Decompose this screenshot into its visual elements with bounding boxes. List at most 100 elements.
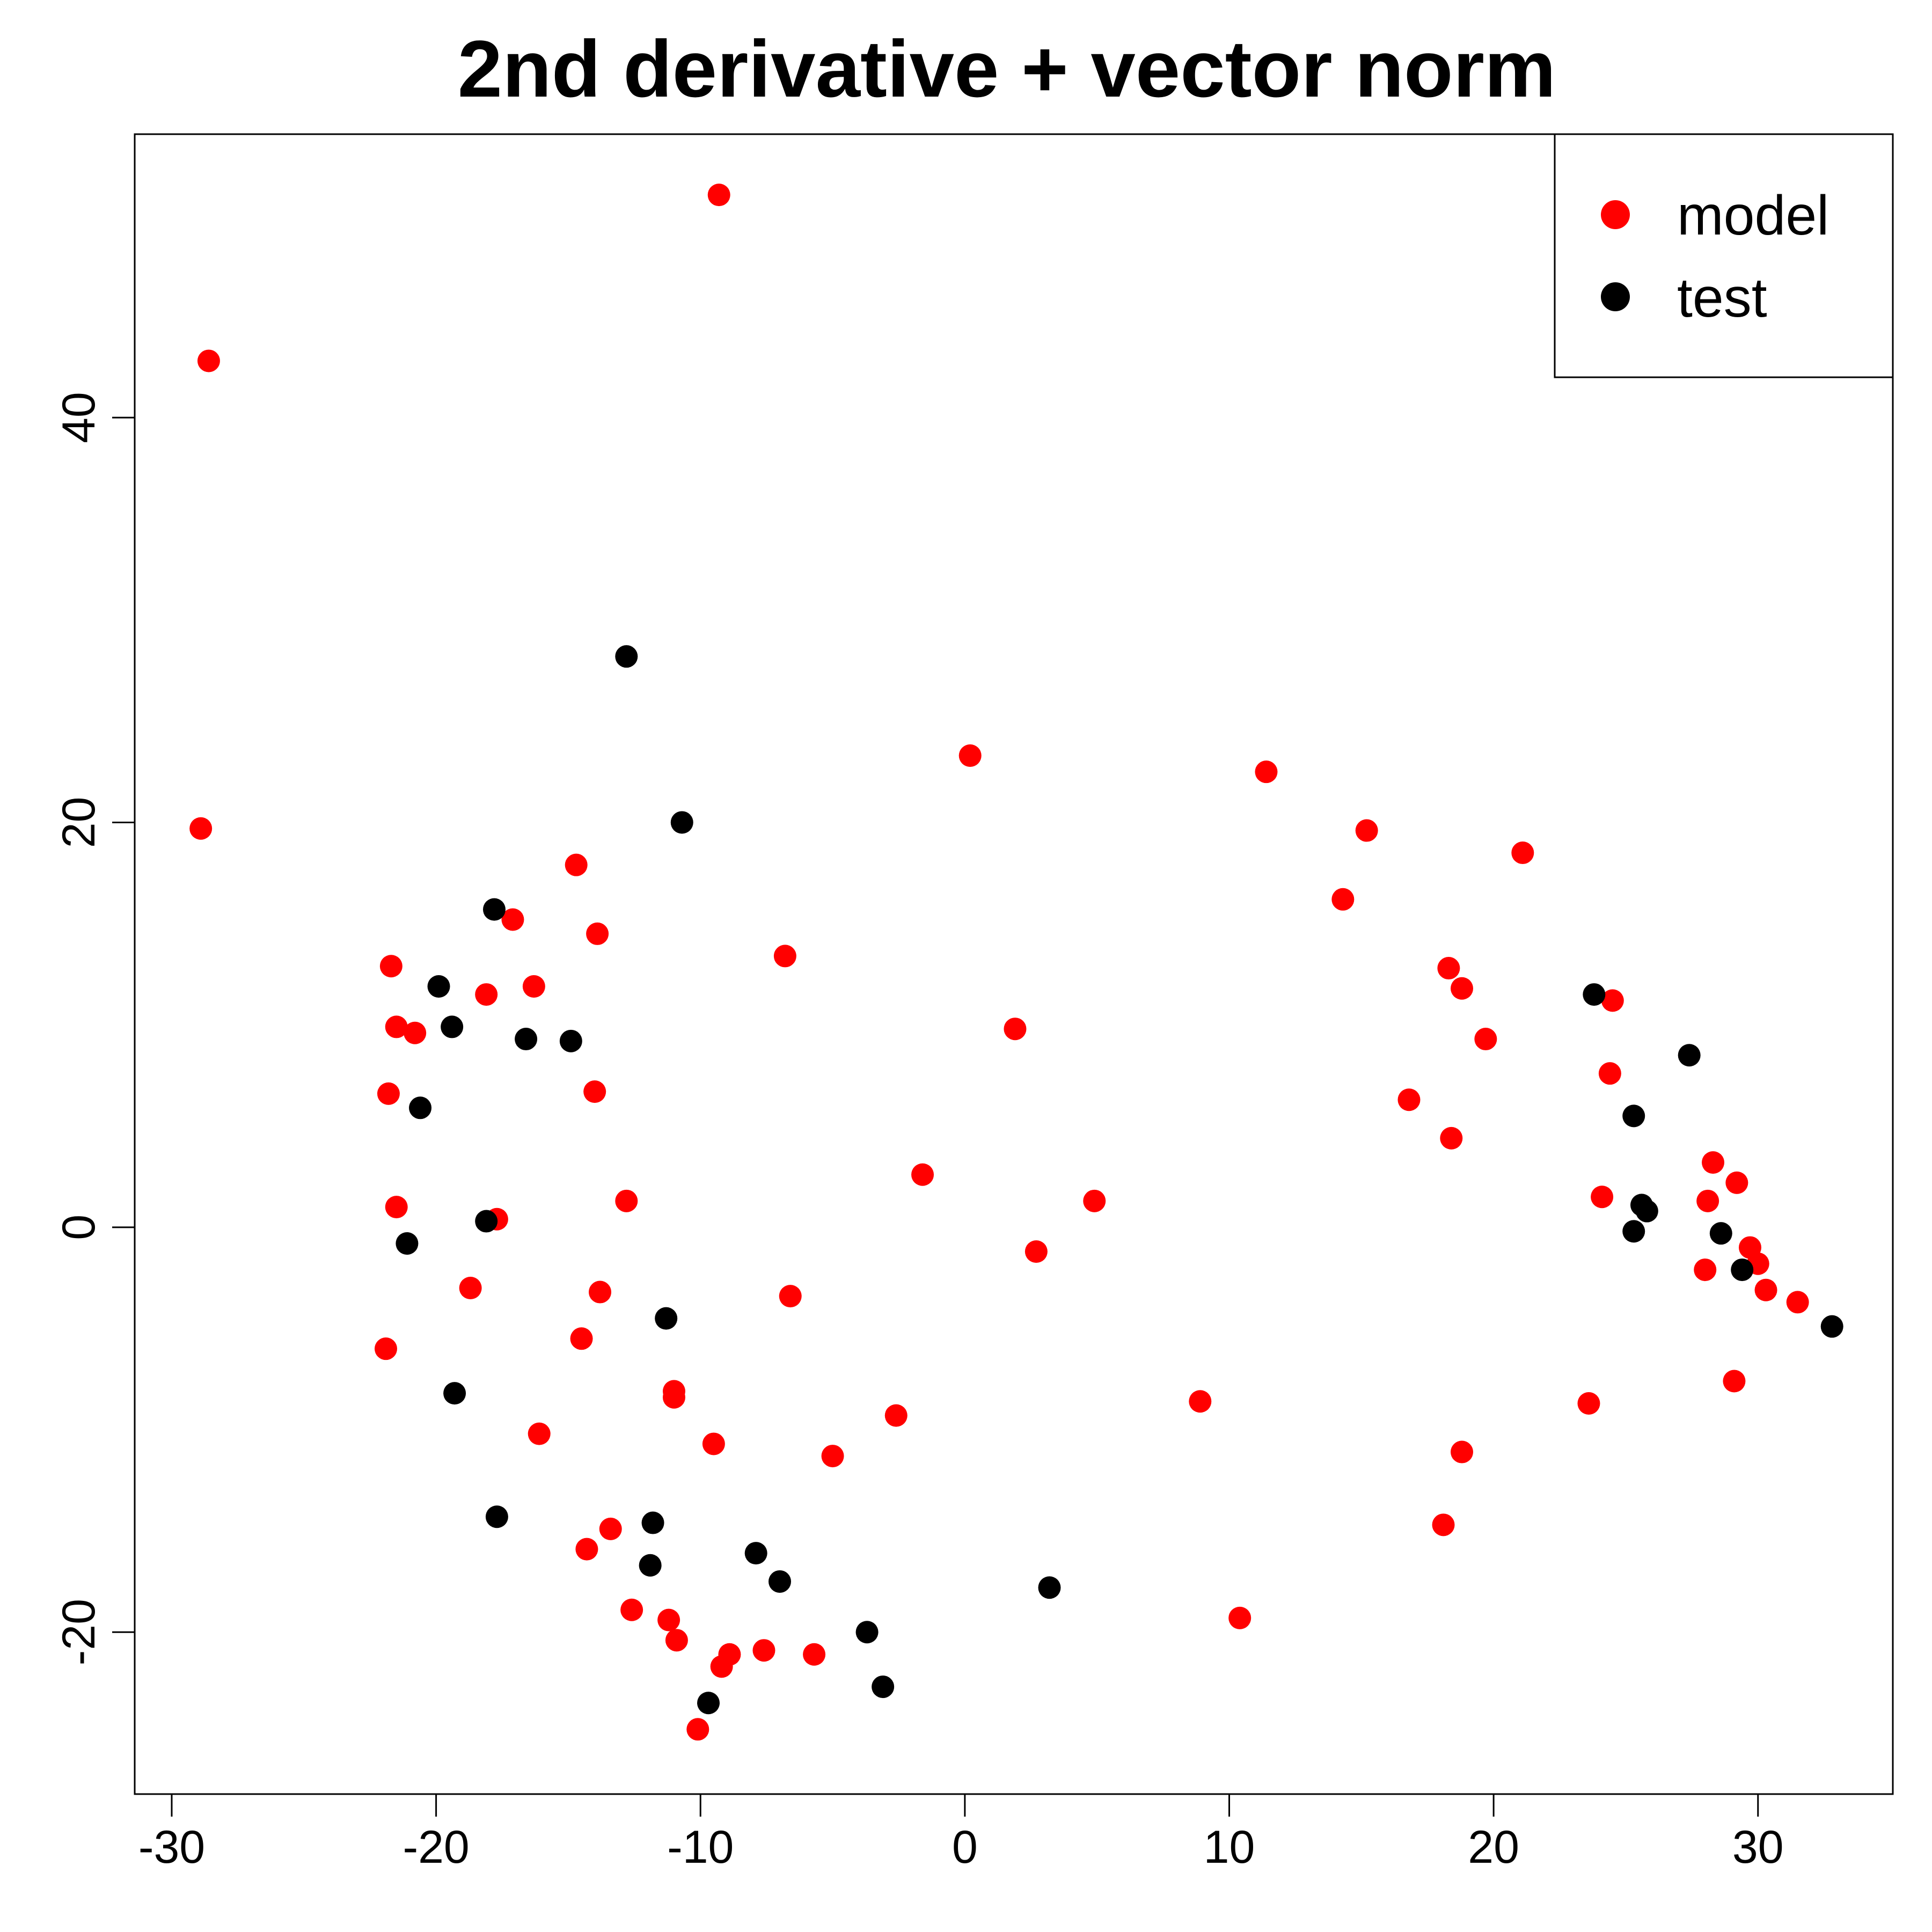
data-point-test bbox=[641, 1511, 664, 1534]
data-point-model bbox=[528, 1422, 551, 1445]
data-point-test bbox=[1622, 1220, 1645, 1243]
data-point-test bbox=[670, 811, 693, 834]
data-point-model bbox=[377, 1082, 400, 1105]
data-point-model bbox=[702, 1432, 725, 1455]
data-point-model bbox=[197, 349, 220, 372]
data-point-model bbox=[884, 1404, 908, 1427]
data-point-test bbox=[482, 898, 506, 921]
data-point-test bbox=[443, 1382, 466, 1405]
data-point-test bbox=[1731, 1258, 1754, 1282]
y-tick-label: 40 bbox=[53, 392, 105, 443]
data-point-model bbox=[1331, 888, 1355, 911]
data-point-test bbox=[427, 975, 450, 998]
data-point-model bbox=[779, 1285, 802, 1308]
data-point-model bbox=[1432, 1513, 1455, 1536]
legend-box bbox=[1554, 133, 1894, 378]
data-point-model bbox=[710, 1655, 733, 1678]
data-point-test bbox=[1820, 1315, 1843, 1338]
data-point-model bbox=[752, 1639, 775, 1662]
legend-label-test: test bbox=[1677, 267, 1767, 329]
y-axis: -20 0 20 40 bbox=[53, 392, 136, 1665]
y-tick-label: 0 bbox=[53, 1214, 105, 1240]
data-point-test bbox=[559, 1029, 582, 1052]
data-point-model bbox=[803, 1643, 826, 1666]
x-tick-label: -10 bbox=[667, 1821, 734, 1873]
legend: model test bbox=[1554, 133, 1894, 378]
data-point-model bbox=[1474, 1028, 1497, 1051]
data-point-test bbox=[872, 1675, 895, 1699]
data-point-model bbox=[1451, 1440, 1474, 1463]
data-point-test bbox=[615, 645, 638, 668]
x-axis: -30 -20 -10 0 10 20 30 bbox=[138, 1793, 1784, 1873]
data-points bbox=[189, 184, 1843, 1741]
data-point-model bbox=[583, 1080, 606, 1103]
x-tick-label: 20 bbox=[1468, 1821, 1519, 1873]
data-point-model bbox=[1786, 1291, 1809, 1314]
data-point-model bbox=[459, 1277, 482, 1300]
data-point-model bbox=[586, 922, 609, 945]
data-point-model bbox=[1725, 1171, 1748, 1194]
data-point-model bbox=[189, 817, 213, 840]
data-point-test bbox=[855, 1621, 879, 1644]
data-point-model bbox=[1189, 1390, 1212, 1413]
data-point-model bbox=[599, 1517, 622, 1540]
data-point-model bbox=[821, 1445, 844, 1468]
data-point-model bbox=[1754, 1278, 1777, 1301]
data-point-test bbox=[515, 1028, 538, 1051]
data-point-test bbox=[744, 1542, 767, 1565]
x-tick-label: 30 bbox=[1732, 1821, 1784, 1873]
data-point-test bbox=[1678, 1044, 1701, 1067]
data-point-test bbox=[655, 1307, 678, 1330]
data-point-test bbox=[697, 1692, 720, 1715]
x-tick-label: 0 bbox=[952, 1821, 978, 1873]
data-point-model bbox=[665, 1629, 688, 1652]
data-point-model bbox=[1577, 1392, 1600, 1415]
data-point-model bbox=[379, 955, 402, 978]
data-point-model bbox=[686, 1718, 709, 1741]
data-point-model bbox=[1228, 1606, 1252, 1629]
data-point-test bbox=[1635, 1199, 1658, 1223]
data-point-model bbox=[570, 1327, 593, 1350]
data-point-model bbox=[475, 983, 498, 1006]
data-point-test bbox=[1583, 983, 1606, 1006]
y-tick-label: 20 bbox=[53, 797, 105, 848]
data-point-model bbox=[662, 1386, 685, 1409]
data-point-model bbox=[1437, 957, 1460, 980]
data-point-test bbox=[769, 1570, 792, 1593]
data-point-test bbox=[441, 1015, 464, 1038]
data-point-model bbox=[385, 1196, 408, 1219]
data-point-model bbox=[1440, 1126, 1463, 1150]
data-point-model bbox=[1601, 989, 1624, 1012]
data-point-model bbox=[404, 1021, 427, 1044]
data-point-model bbox=[1355, 819, 1378, 842]
data-point-model bbox=[1024, 1240, 1048, 1263]
data-point-model bbox=[1004, 1018, 1027, 1041]
data-point-model bbox=[1696, 1189, 1719, 1212]
data-point-model bbox=[1511, 841, 1534, 865]
data-point-model bbox=[385, 1015, 408, 1038]
data-point-test bbox=[485, 1505, 508, 1528]
data-point-test bbox=[639, 1554, 662, 1577]
data-point-model bbox=[911, 1163, 934, 1186]
data-point-model bbox=[1723, 1370, 1746, 1393]
data-point-model bbox=[1694, 1258, 1717, 1282]
data-point-model bbox=[1451, 977, 1474, 1000]
chart-title: 2nd derivative + vector norm bbox=[458, 24, 1556, 114]
data-point-model bbox=[1591, 1185, 1614, 1209]
data-point-model bbox=[773, 945, 796, 968]
y-tick-label: -20 bbox=[53, 1599, 105, 1665]
data-point-test bbox=[1038, 1576, 1061, 1599]
data-point-model bbox=[1083, 1189, 1106, 1212]
data-point-model bbox=[707, 184, 730, 207]
data-point-model bbox=[575, 1538, 598, 1561]
data-point-model bbox=[620, 1598, 643, 1621]
data-point-model bbox=[958, 744, 982, 767]
data-point-model bbox=[565, 853, 588, 876]
data-point-model bbox=[1255, 760, 1278, 784]
legend-marker-model bbox=[1601, 200, 1630, 229]
data-point-test bbox=[1622, 1104, 1645, 1128]
data-point-test bbox=[475, 1210, 498, 1233]
data-point-model bbox=[1397, 1088, 1421, 1111]
legend-label-model: model bbox=[1677, 185, 1829, 247]
